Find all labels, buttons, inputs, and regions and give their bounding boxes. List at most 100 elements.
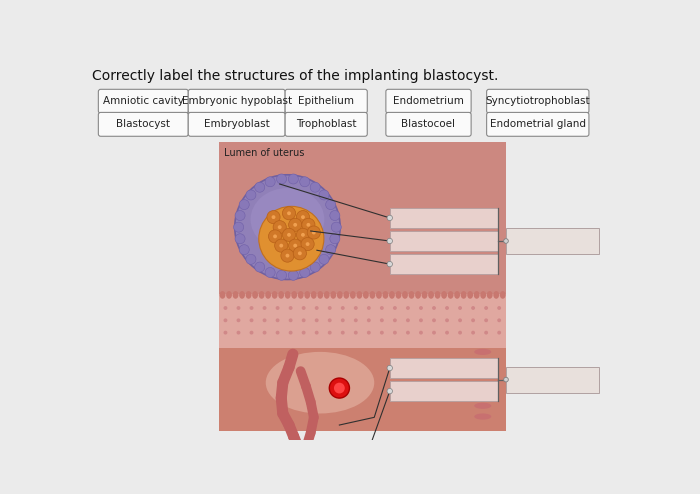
Circle shape [310, 262, 320, 272]
Ellipse shape [265, 291, 271, 299]
Ellipse shape [494, 291, 499, 299]
Circle shape [326, 245, 336, 255]
Circle shape [237, 330, 240, 334]
Ellipse shape [220, 291, 225, 299]
Circle shape [497, 330, 501, 334]
Ellipse shape [252, 291, 258, 299]
Circle shape [250, 306, 253, 310]
Circle shape [223, 330, 228, 334]
Circle shape [484, 306, 488, 310]
Circle shape [393, 319, 397, 322]
Circle shape [380, 306, 384, 310]
Circle shape [307, 226, 321, 239]
Circle shape [367, 306, 371, 310]
FancyBboxPatch shape [506, 228, 599, 254]
Ellipse shape [474, 413, 491, 419]
Circle shape [471, 319, 475, 322]
Text: Blastocoel: Blastocoel [402, 120, 456, 129]
Circle shape [484, 319, 488, 322]
Ellipse shape [415, 291, 421, 299]
Ellipse shape [363, 291, 369, 299]
FancyBboxPatch shape [390, 208, 498, 228]
Circle shape [282, 206, 295, 220]
Circle shape [312, 231, 316, 235]
Circle shape [296, 210, 309, 224]
Circle shape [432, 306, 436, 310]
Ellipse shape [239, 291, 245, 299]
Circle shape [419, 330, 423, 334]
FancyBboxPatch shape [390, 254, 498, 274]
Circle shape [504, 377, 508, 382]
Circle shape [288, 239, 302, 252]
Ellipse shape [278, 291, 284, 299]
Circle shape [367, 319, 371, 322]
Ellipse shape [409, 291, 414, 299]
Circle shape [406, 330, 410, 334]
Circle shape [265, 177, 275, 187]
Ellipse shape [448, 291, 454, 299]
Circle shape [223, 306, 228, 310]
Circle shape [458, 306, 462, 310]
Circle shape [387, 261, 393, 267]
Circle shape [288, 174, 298, 184]
Ellipse shape [474, 392, 491, 398]
FancyBboxPatch shape [390, 358, 498, 378]
Ellipse shape [337, 291, 343, 299]
FancyBboxPatch shape [486, 89, 589, 113]
Text: Amniotic cavity: Amniotic cavity [103, 96, 183, 106]
Ellipse shape [291, 291, 297, 299]
Circle shape [432, 330, 436, 334]
Circle shape [406, 306, 410, 310]
FancyBboxPatch shape [386, 89, 471, 113]
Text: Blastocyst: Blastocyst [116, 120, 170, 129]
Circle shape [393, 330, 397, 334]
FancyBboxPatch shape [188, 113, 285, 136]
Circle shape [288, 330, 293, 334]
Text: Embryonic hypoblast: Embryonic hypoblast [181, 96, 292, 106]
Ellipse shape [402, 291, 408, 299]
Circle shape [354, 319, 358, 322]
Circle shape [315, 306, 318, 310]
Circle shape [288, 306, 293, 310]
Circle shape [296, 228, 309, 242]
Ellipse shape [330, 291, 336, 299]
Ellipse shape [467, 291, 473, 299]
Ellipse shape [259, 291, 265, 299]
Circle shape [354, 330, 358, 334]
Circle shape [380, 319, 384, 322]
Circle shape [315, 319, 318, 322]
Circle shape [419, 319, 423, 322]
Circle shape [293, 223, 297, 227]
Ellipse shape [251, 188, 324, 251]
Circle shape [272, 215, 275, 219]
Circle shape [393, 306, 397, 310]
Circle shape [255, 182, 265, 192]
Circle shape [419, 306, 423, 310]
FancyBboxPatch shape [390, 381, 498, 401]
Circle shape [307, 223, 310, 227]
Circle shape [298, 251, 302, 255]
Ellipse shape [480, 291, 486, 299]
Circle shape [265, 267, 275, 278]
Circle shape [328, 330, 332, 334]
Circle shape [276, 174, 286, 184]
Circle shape [326, 200, 336, 209]
Ellipse shape [382, 291, 389, 299]
Circle shape [387, 238, 393, 244]
Circle shape [276, 270, 286, 280]
FancyBboxPatch shape [98, 89, 188, 113]
Circle shape [328, 319, 332, 322]
Circle shape [301, 215, 305, 219]
Text: Trophoblast: Trophoblast [296, 120, 356, 129]
Circle shape [262, 319, 267, 322]
Ellipse shape [350, 291, 356, 299]
Circle shape [380, 330, 384, 334]
Ellipse shape [486, 291, 493, 299]
Circle shape [267, 210, 280, 224]
Circle shape [484, 330, 488, 334]
Ellipse shape [356, 291, 363, 299]
Ellipse shape [421, 291, 428, 299]
FancyBboxPatch shape [285, 113, 368, 136]
Ellipse shape [395, 291, 401, 299]
Circle shape [269, 230, 281, 243]
